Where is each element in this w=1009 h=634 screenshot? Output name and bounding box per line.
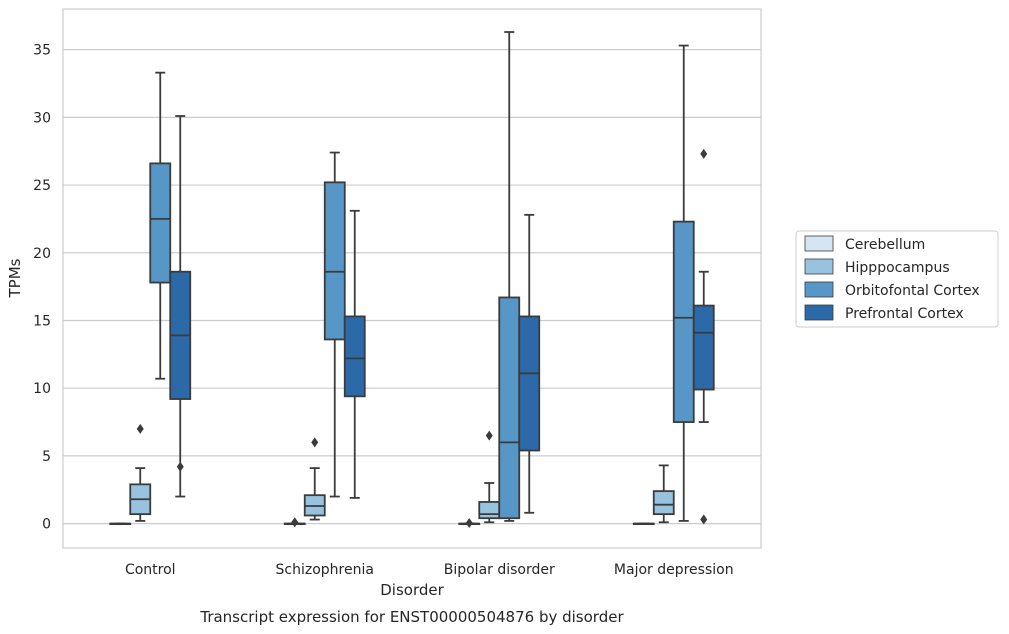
y-axis-title: TPMs (6, 258, 24, 298)
box-prefrontal-cortex (518, 213, 541, 514)
outlier-point (485, 430, 493, 441)
outlier-point (291, 517, 299, 528)
box-iqr (343, 315, 366, 398)
outlier-point (136, 423, 144, 434)
box-cerebellum (632, 522, 655, 526)
legend-label: Cerebellum (845, 237, 925, 253)
y-tick-label: 20 (33, 246, 51, 262)
x-tick-label: Control (125, 562, 176, 578)
box-iqr (518, 315, 541, 452)
box-iqr (323, 181, 346, 341)
box-prefrontal-cortex (343, 209, 366, 499)
legend-swatch (804, 281, 834, 298)
legend-label: Prefrontal Cortex (845, 306, 964, 322)
box-hipppocampus (652, 464, 675, 524)
x-tick-label: Schizophrenia (276, 562, 374, 578)
box-iqr (652, 490, 675, 516)
legend-entries: Cerebellum Hipppocampus Orbitofontal Corte… (804, 235, 980, 322)
y-tick-label: 25 (33, 178, 51, 194)
box-hipppocampus (129, 423, 152, 522)
legend-frame (795, 230, 999, 328)
y-axis-ticks: 0 5 10 15 20 25 30 35 (33, 43, 51, 533)
legend: Cerebellum Hipppocampus Orbitofontal Corte… (795, 230, 999, 328)
x-axis-title: Disorder (380, 581, 444, 599)
box-hipppocampus (303, 437, 326, 521)
legend-swatch (804, 235, 834, 252)
y-tick-label: 5 (42, 449, 51, 465)
y-tick-label: 0 (42, 517, 51, 533)
box-cerebellum (283, 517, 306, 528)
box-iqr (692, 304, 715, 391)
box-orbitofontal-cortex (323, 151, 346, 498)
box-iqr (672, 220, 695, 423)
legend-label: Hipppocampus (845, 260, 950, 276)
outlier-point (700, 148, 708, 159)
box-orbitofontal-cortex (149, 71, 172, 380)
y-tick-label: 30 (33, 110, 51, 126)
box-iqr (478, 501, 501, 520)
legend-label: Orbitofontal Cortex (845, 283, 980, 299)
x-tick-label: Major depression (614, 562, 734, 578)
box-iqr (149, 162, 172, 284)
box-prefrontal-cortex (169, 115, 192, 498)
x-axis-ticks: Control Schizophrenia Bipolar disorder Majo… (125, 562, 734, 578)
y-tick-label: 35 (33, 43, 51, 59)
box-prefrontal-cortex (692, 148, 715, 525)
chart-caption: Transcript expression for ENST0000050487… (199, 608, 624, 626)
box-cerebellum (458, 517, 481, 528)
outlier-point (311, 437, 319, 448)
legend-swatch (804, 304, 834, 321)
legend-swatch (804, 258, 834, 275)
y-tick-label: 15 (33, 313, 51, 329)
outlier-point (465, 517, 473, 528)
box-iqr (498, 296, 521, 520)
box-cerebellum (109, 522, 132, 526)
x-tick-label: Bipolar disorder (444, 562, 555, 578)
outlier-point (700, 514, 708, 525)
y-tick-label: 10 (33, 381, 51, 397)
box-series (109, 31, 715, 528)
outlier-point (176, 461, 184, 472)
